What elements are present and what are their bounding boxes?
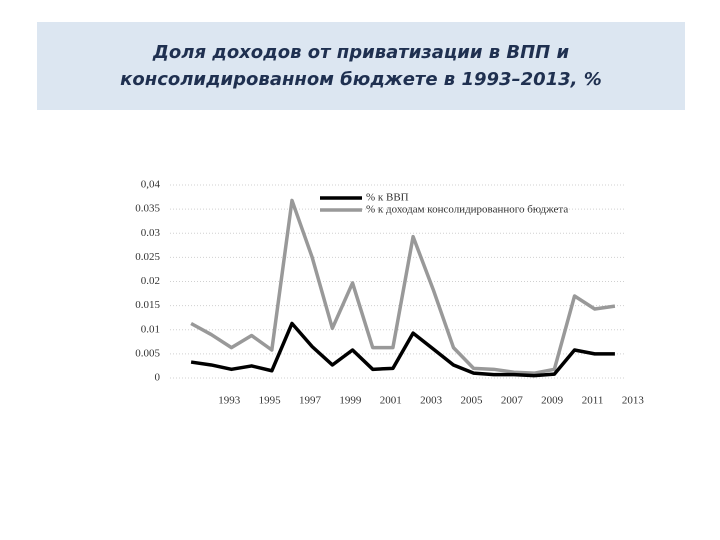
y-tick-label: 0	[155, 372, 161, 384]
y-tick-label: 0.01	[141, 323, 160, 335]
x-tick-label: 2011	[582, 395, 604, 407]
y-tick-label: 0,04	[141, 179, 161, 191]
x-tick-label: 1995	[259, 395, 282, 407]
legend-label: % к ВВП	[366, 192, 409, 204]
legend-label: % к доходам консолидированного бюджета	[366, 204, 568, 216]
y-tick-label: 0.02	[141, 275, 160, 287]
title-box: Доля доходов от приватизации в ВПП и кон…	[37, 22, 685, 110]
x-tick-label: 2005	[460, 395, 483, 407]
x-tick-label: 2007	[501, 395, 524, 407]
x-tick-label: 1993	[218, 395, 241, 407]
x-tick-label: 1999	[339, 395, 362, 407]
y-tick-label: 0.015	[135, 299, 160, 311]
x-tick-label: 2001	[380, 395, 402, 407]
y-tick-label: 0.03	[141, 227, 161, 239]
y-tick-label: 0.035	[135, 203, 160, 215]
series-line	[190, 321, 615, 378]
x-tick-label: 2009	[541, 395, 564, 407]
y-tick-label: 0.025	[135, 251, 160, 263]
chart-title: Доля доходов от приватизации в ВПП и кон…	[120, 42, 602, 90]
y-tick-label: 0.005	[135, 347, 160, 359]
series-line	[190, 198, 616, 375]
x-tick-label: 2013	[622, 395, 645, 407]
x-tick-label: 2003	[420, 395, 443, 407]
x-tick-label: 1997	[299, 395, 322, 407]
